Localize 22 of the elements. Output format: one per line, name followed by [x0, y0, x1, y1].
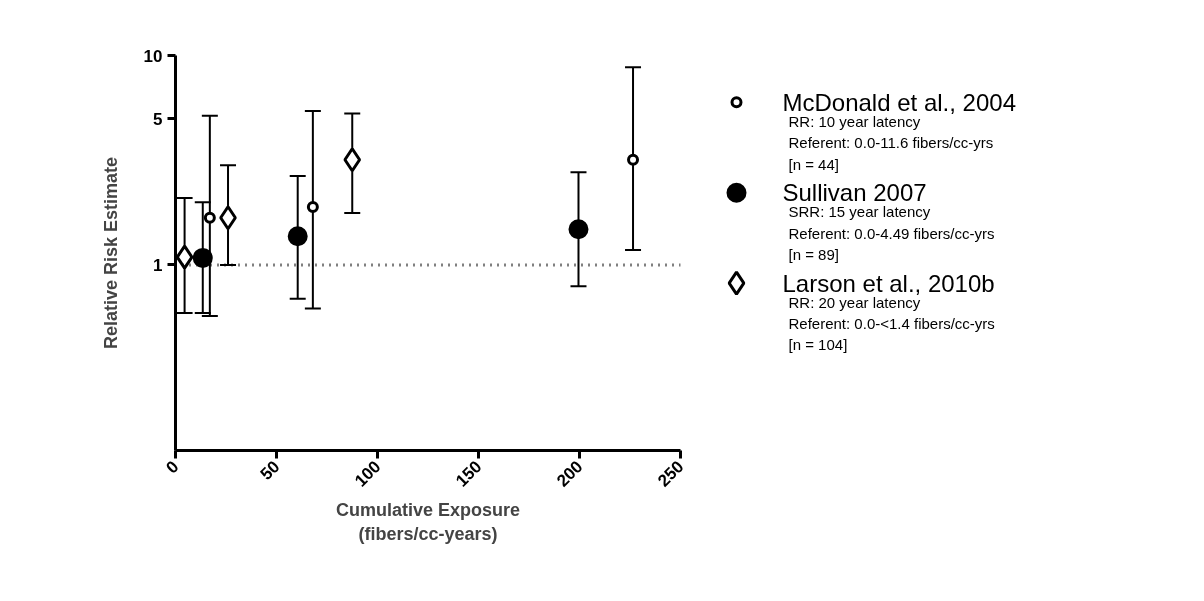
point	[306, 201, 319, 214]
y-tick-label: 1	[153, 255, 163, 275]
text: RR: 10 year latency Referent: 0.0-11.6 fibers/cc-yrs [n = 44]	[788, 113, 994, 173]
point	[343, 147, 362, 173]
y-tick-label: 10	[143, 46, 163, 66]
x-tick-label: 150	[452, 457, 486, 491]
y-tick-label: 5	[153, 109, 163, 129]
x-tick-label: 50	[256, 457, 284, 484]
y-axis-title: Relative Risk Estimate	[100, 156, 121, 350]
point	[175, 244, 194, 270]
x-tick-label: 0	[162, 457, 183, 478]
point	[203, 211, 216, 224]
x-tick-label: 200	[553, 457, 587, 491]
x-tick-label: 250	[654, 457, 688, 491]
point	[627, 153, 640, 166]
legend-label: Larson et al., 2010b	[782, 269, 995, 297]
point	[192, 247, 213, 268]
x-axis-title: Cumulative Exposure (fibers/cc-years)	[335, 500, 521, 545]
point	[568, 219, 589, 240]
x-tick-label: 100	[351, 457, 385, 491]
legend-label: McDonald et al., 2004	[782, 88, 1016, 116]
point	[287, 226, 308, 247]
